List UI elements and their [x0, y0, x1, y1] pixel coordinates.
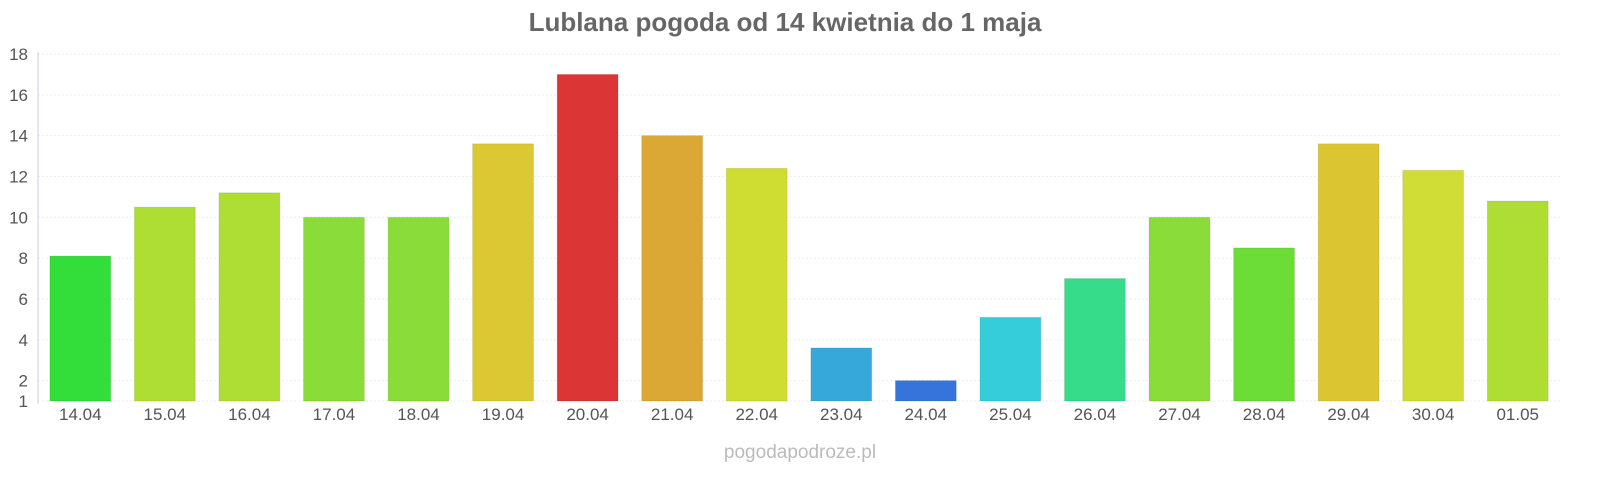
bar-21.04: [641, 135, 704, 402]
x-tick-label: 24.04: [905, 405, 948, 424]
x-tick-label: 23.04: [820, 405, 863, 424]
x-tick-label: 18.04: [397, 405, 440, 424]
x-tick-label: 26.04: [1074, 405, 1117, 424]
x-tick-label: 30.04: [1412, 405, 1455, 424]
bar-27.04: [1148, 216, 1211, 402]
y-tick-label: 4: [19, 331, 28, 350]
bar-17.04: [303, 216, 365, 402]
y-tick-label: 12: [9, 167, 28, 186]
x-tick-label: 29.04: [1327, 405, 1370, 424]
x-tick-label: 27.04: [1158, 405, 1201, 424]
y-tick-label: 2: [19, 372, 28, 391]
y-tick-label: 14: [9, 127, 28, 146]
y-tick-label: 6: [19, 290, 28, 309]
bar-26.04: [1064, 278, 1126, 402]
x-tick-label: 21.04: [651, 405, 694, 424]
bar-01.05: [1486, 200, 1549, 402]
x-tick-label: 22.04: [735, 405, 778, 424]
watermark: pogodapodroze.pl: [724, 442, 876, 463]
bar-20.04: [556, 73, 619, 402]
x-tick-label: 01.05: [1496, 405, 1539, 424]
bar-18.04: [387, 216, 450, 402]
bar-16.04: [218, 192, 281, 402]
bar-28.04: [1233, 247, 1295, 402]
bar-19.04: [472, 143, 534, 402]
y-tick-label: 10: [9, 208, 28, 227]
x-tick-label: 25.04: [989, 405, 1032, 424]
y-tick-label: 18: [9, 45, 28, 64]
bar-24.04: [894, 380, 957, 402]
bar-22.04: [725, 167, 788, 402]
y-tick-label: 1: [19, 392, 28, 411]
bar-29.04: [1317, 143, 1380, 402]
x-tick-label: 20.04: [566, 405, 609, 424]
bar-23.04: [810, 347, 873, 402]
bar-30.04: [1402, 169, 1465, 402]
bar-15.04: [133, 206, 196, 402]
y-tick-label: 8: [19, 249, 28, 268]
x-tick-label: 14.04: [59, 405, 102, 424]
x-tick-label: 19.04: [482, 405, 525, 424]
x-tick-label: 28.04: [1243, 405, 1286, 424]
chart-title: Lublana pogoda od 14 kwietnia do 1 maja: [529, 7, 1042, 37]
bar-25.04: [979, 316, 1042, 402]
bar-14.04: [49, 255, 112, 402]
x-tick-label: 17.04: [313, 405, 356, 424]
y-tick-label: 16: [9, 86, 28, 105]
x-tick-label: 15.04: [144, 405, 187, 424]
x-tick-label: 16.04: [228, 405, 271, 424]
